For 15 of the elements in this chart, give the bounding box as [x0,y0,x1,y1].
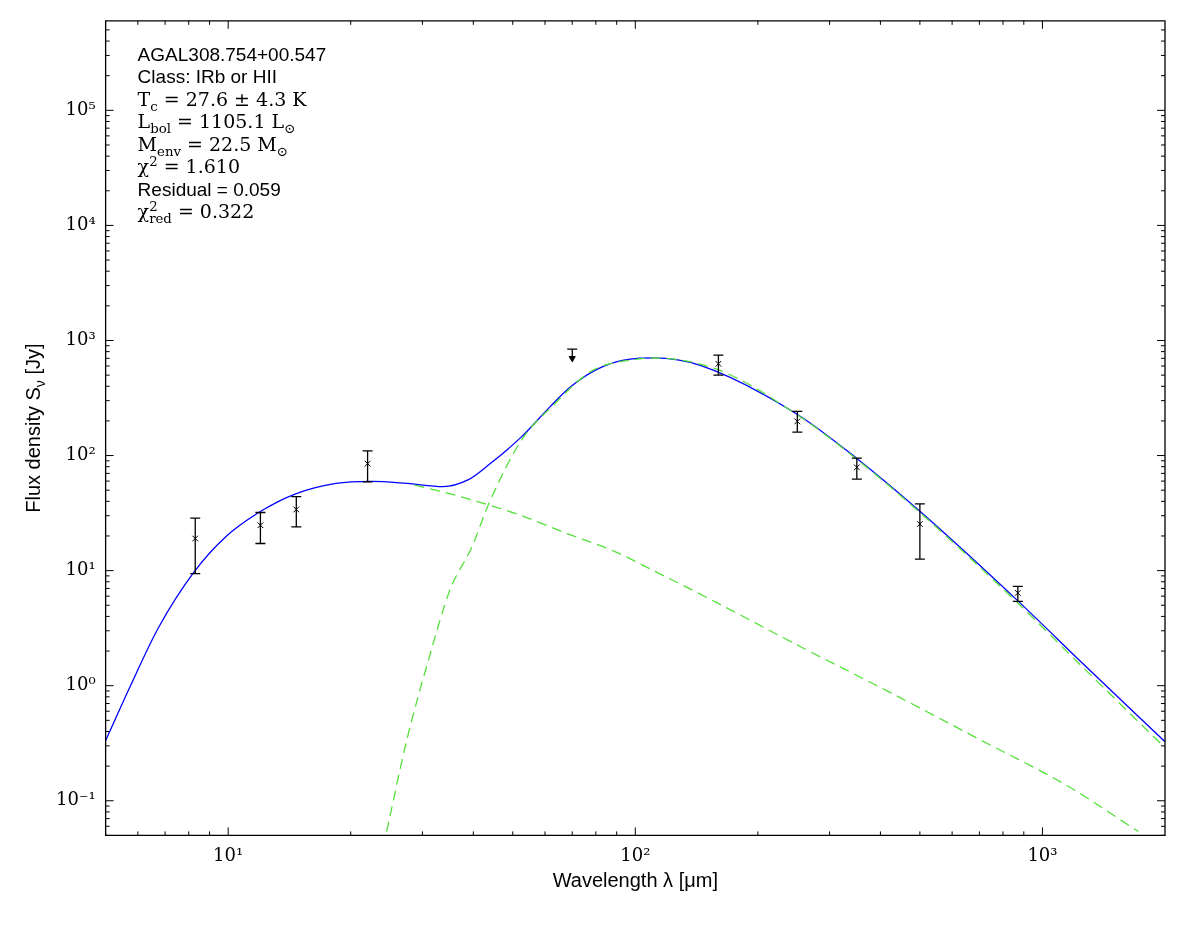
y-tick-label: 10⁻¹ [56,788,96,810]
y-tick-label: 10¹ [65,558,96,580]
annotation: Class: IRb or HII [137,66,277,88]
x-axis-title: Wavelength λ [μm] [552,869,718,892]
x-tick-label: 10² [620,843,651,865]
y-tick-label: 10² [65,443,96,465]
annotation: Residual = 0.059 [137,178,281,200]
x-tick-label: 10¹ [213,843,244,865]
x-tick-label: 10³ [1027,843,1058,865]
y-tick-label: 10³ [65,328,96,350]
y-tick-label: 10⁵ [65,98,96,120]
y-tick-label: 10⁰ [65,673,96,695]
y-axis-title: Flux density Sν [Jy] [22,343,48,513]
y-tick-label: 10⁴ [65,213,96,235]
annotation: AGAL308.754+00.547 [137,43,327,65]
